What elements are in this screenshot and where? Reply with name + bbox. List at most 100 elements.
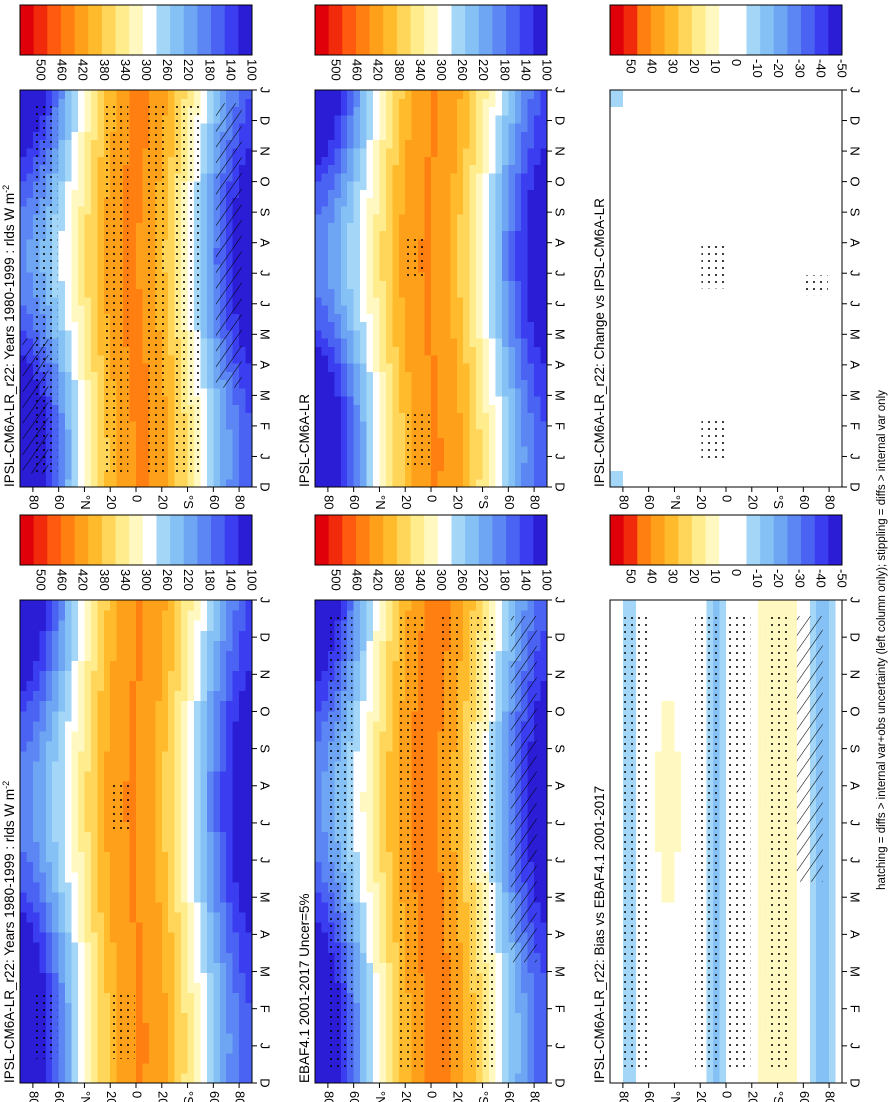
heatmap-cell bbox=[20, 164, 28, 174]
month-tick-label: S bbox=[258, 744, 273, 753]
heatmap-cell bbox=[232, 429, 240, 438]
heatmap-cell bbox=[103, 710, 111, 722]
heatmap-cell bbox=[200, 801, 208, 812]
heatmap-cell bbox=[161, 841, 169, 853]
heatmap-cell bbox=[226, 680, 234, 692]
heatmap-cell bbox=[353, 1062, 361, 1074]
heatmap-cell bbox=[232, 478, 240, 488]
heatmap-cell bbox=[90, 354, 98, 364]
heatmap-cell bbox=[194, 1052, 202, 1064]
heatmap-cell bbox=[200, 1022, 208, 1034]
heatmap-cell bbox=[26, 247, 34, 257]
heatmap-cell bbox=[245, 379, 253, 389]
heatmap-cell bbox=[321, 1022, 329, 1034]
heatmap-cell bbox=[65, 1072, 73, 1084]
heatmap-cell bbox=[32, 620, 40, 631]
colorbar-swatch bbox=[170, 515, 185, 565]
heatmap-cell bbox=[315, 690, 323, 702]
heatmap-cell bbox=[84, 861, 92, 873]
heatmap-cell bbox=[360, 1052, 368, 1064]
heatmap-cell bbox=[181, 811, 189, 822]
heatmap-cell bbox=[110, 982, 118, 994]
heatmap-cell bbox=[26, 821, 34, 833]
heatmap-cell bbox=[58, 387, 66, 397]
heatmap-cell bbox=[187, 1042, 195, 1054]
heatmap-cell bbox=[232, 791, 240, 802]
heatmap-cell bbox=[103, 730, 111, 742]
heatmap-cell bbox=[168, 387, 176, 397]
heatmap-cell bbox=[78, 280, 86, 290]
heatmap-cell bbox=[136, 180, 144, 190]
heatmap-cell bbox=[78, 610, 86, 621]
heatmap-cell bbox=[168, 640, 176, 651]
heatmap-cell bbox=[239, 761, 247, 772]
heatmap-cell bbox=[90, 346, 98, 356]
heatmap-cell bbox=[58, 690, 66, 702]
heatmap-cell bbox=[245, 620, 253, 631]
heatmap-cell bbox=[168, 362, 176, 372]
heatmap-cell bbox=[129, 288, 137, 298]
heatmap-cell bbox=[26, 98, 34, 108]
heatmap-cell bbox=[129, 338, 137, 347]
heatmap-cell bbox=[65, 962, 73, 973]
heatmap-cell bbox=[65, 901, 73, 913]
heatmap-cell bbox=[194, 982, 202, 994]
heatmap-cell bbox=[161, 881, 169, 893]
heatmap-cell bbox=[245, 680, 253, 692]
heatmap-cell bbox=[200, 139, 208, 149]
heatmap-cell bbox=[148, 98, 156, 108]
heatmap-cell bbox=[97, 429, 105, 438]
heatmap-cell bbox=[155, 952, 163, 963]
heatmap-cell bbox=[78, 197, 86, 207]
heatmap-cell bbox=[123, 831, 131, 843]
heatmap-cell bbox=[155, 650, 163, 661]
heatmap-cell bbox=[123, 710, 131, 722]
heatmap-cell bbox=[200, 1002, 208, 1014]
heatmap-cell bbox=[148, 871, 156, 883]
heatmap-cell bbox=[373, 962, 381, 973]
heatmap-cell bbox=[65, 453, 73, 463]
heatmap-cell bbox=[366, 831, 374, 843]
heatmap-cell bbox=[136, 238, 144, 248]
heatmap-cell bbox=[360, 982, 368, 994]
heatmap-cell bbox=[161, 710, 169, 722]
heatmap-cell bbox=[360, 962, 368, 973]
heatmap-cell bbox=[206, 610, 214, 621]
heatmap-cell bbox=[315, 600, 323, 611]
heatmap-cell bbox=[142, 98, 150, 108]
heatmap-cell bbox=[245, 172, 253, 182]
heatmap-cell bbox=[136, 313, 144, 323]
heatmap-cell bbox=[373, 700, 381, 712]
heatmap-cell bbox=[58, 851, 66, 863]
heatmap-cell bbox=[168, 396, 176, 405]
heatmap-cell bbox=[136, 321, 144, 331]
heatmap-cell bbox=[52, 851, 60, 863]
colorbar-swatch bbox=[20, 5, 35, 55]
heatmap-cell bbox=[78, 313, 86, 323]
heatmap-cell bbox=[58, 106, 66, 116]
heatmap-cell bbox=[232, 771, 240, 782]
heatmap-cell bbox=[245, 255, 253, 265]
heatmap-cell bbox=[392, 901, 400, 913]
heatmap-cell bbox=[321, 1072, 329, 1084]
heatmap-cell bbox=[360, 841, 368, 853]
heatmap-cell bbox=[379, 982, 387, 994]
heatmap-cell bbox=[84, 371, 92, 381]
heatmap-cell bbox=[315, 710, 323, 722]
heatmap-cell bbox=[206, 296, 214, 306]
heatmap-cell bbox=[136, 871, 144, 883]
heatmap-cell bbox=[213, 730, 221, 742]
heatmap-cell bbox=[226, 478, 234, 488]
heatmap-cell bbox=[200, 296, 208, 306]
heatmap-cell bbox=[71, 740, 79, 752]
heatmap-cell bbox=[84, 420, 92, 430]
heatmap-cell bbox=[232, 437, 240, 447]
colorbar-swatch bbox=[197, 5, 212, 55]
heatmap-cell bbox=[142, 640, 150, 651]
heatmap-cell bbox=[226, 453, 234, 463]
heatmap-cell bbox=[168, 962, 176, 973]
heatmap-cell bbox=[78, 189, 86, 199]
heatmap-cell bbox=[32, 901, 40, 913]
heatmap-cell bbox=[103, 470, 111, 480]
heatmap-cell bbox=[161, 922, 169, 933]
